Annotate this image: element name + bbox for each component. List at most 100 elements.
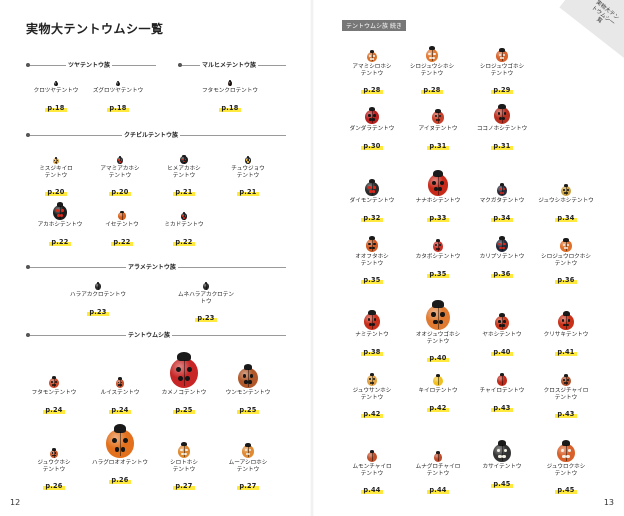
species-name: ミカドテントウ	[164, 222, 204, 228]
ladybug-illustration	[180, 212, 188, 220]
section-header-maruhime: マルヒメテントウ族	[178, 60, 286, 70]
species-page-ref[interactable]: p.40	[427, 354, 449, 363]
species-page-ref[interactable]: p.30	[361, 141, 383, 150]
species-entry: チュウジョウ テントウ p.21	[218, 150, 278, 198]
species-page-ref[interactable]: p.18	[107, 103, 129, 112]
species-page-ref[interactable]: p.24	[109, 405, 131, 414]
book-gutter	[310, 0, 314, 516]
species-entry: ジュウサンホシ テントウ p.42	[342, 364, 402, 420]
species-page-ref[interactable]: p.40	[491, 347, 513, 356]
species-page-ref[interactable]: p.28	[421, 86, 443, 95]
species-name: クリサキテントウ	[543, 332, 589, 338]
species-page-ref[interactable]: p.36	[555, 276, 577, 285]
species-name: シロジュウゴホシ テントウ	[479, 64, 525, 77]
species-page-ref[interactable]: p.18	[45, 103, 67, 112]
ladybug-illustration	[366, 373, 378, 386]
species-name: カリプソテントウ	[479, 254, 525, 260]
ladybug-illustration	[496, 373, 508, 386]
section-header-tentou: テントウムシ族	[26, 330, 286, 340]
species-page-ref[interactable]: p.35	[361, 276, 383, 285]
species-name: ムーアシロホシ テントウ	[228, 460, 268, 473]
page-number-left: 12	[10, 498, 21, 507]
species-page-ref[interactable]: p.20	[109, 188, 131, 197]
species-page-ref[interactable]: p.29	[491, 86, 513, 95]
species-page-ref[interactable]: p.36	[491, 269, 513, 278]
species-entry: カメノコテントウ p.25	[154, 348, 214, 416]
species-page-ref[interactable]: p.44	[427, 486, 449, 495]
species-name: アマミアカホシ テントウ	[100, 166, 140, 179]
species-page-ref[interactable]: p.22	[111, 237, 133, 246]
ladybug-illustration	[433, 374, 443, 386]
species-page-ref[interactable]: p.42	[361, 410, 383, 419]
species-page-ref[interactable]: p.31	[427, 141, 449, 150]
species-page-ref[interactable]: p.25	[173, 405, 195, 414]
ladybug-illustration	[561, 374, 571, 386]
species-page-ref[interactable]: p.27	[173, 482, 195, 491]
species-page-ref[interactable]: p.35	[427, 269, 449, 278]
species-page-ref[interactable]: p.22	[49, 237, 71, 246]
ladybug-illustration	[432, 109, 444, 124]
page-title: 実物大テントウムシ一覧	[26, 22, 164, 36]
species-name: キイロテントウ	[418, 388, 458, 394]
species-page-ref[interactable]: p.26	[43, 482, 65, 491]
species-page-ref[interactable]: p.23	[87, 307, 109, 316]
species-page-ref[interactable]: p.45	[555, 486, 577, 495]
ladybug-illustration	[427, 170, 449, 196]
species-page-ref[interactable]: p.41	[555, 347, 577, 356]
species-page-ref[interactable]: p.25	[237, 405, 259, 414]
ladybug-illustration	[52, 202, 68, 220]
species-name: マクガタテントウ	[479, 198, 525, 204]
species-entry: シロジュウシホシ テントウ p.28	[402, 40, 462, 96]
species-entry: ココノホシテントウ p.31	[472, 102, 532, 152]
species-page-ref[interactable]: p.18	[219, 103, 241, 112]
ladybug-illustration	[561, 184, 571, 196]
species-page-ref[interactable]: p.38	[361, 347, 383, 356]
species-name: ダイモンテントウ	[349, 198, 395, 204]
species-name: アマミシロホシ テントウ	[352, 64, 392, 77]
species-entry: ムモンチャイロ テントウ p.44	[342, 428, 402, 496]
species-entry: オオフタホシ テントウ p.35	[342, 230, 402, 286]
species-page-ref[interactable]: p.42	[427, 403, 449, 412]
ladybug-illustration	[432, 239, 444, 252]
species-page-ref[interactable]: p.33	[427, 213, 449, 222]
species-name: チュウジョウ テントウ	[231, 166, 265, 179]
species-entry: ヤホシテントウ p.40	[472, 296, 532, 358]
species-page-ref[interactable]: p.22	[173, 237, 195, 246]
ladybug-illustration	[244, 156, 252, 164]
species-page-ref[interactable]: p.43	[491, 403, 513, 412]
species-name: ムナグロチャイロ テントウ	[415, 464, 461, 477]
species-page-ref[interactable]: p.32	[361, 213, 383, 222]
ladybug-illustration	[242, 443, 254, 458]
species-entry: ミカドテントウ p.22	[154, 198, 214, 248]
species-page-ref[interactable]: p.28	[361, 86, 383, 95]
species-page-ref[interactable]: p.34	[491, 213, 513, 222]
ladybug-illustration	[433, 451, 443, 462]
species-entry: キイロテントウ p.42	[408, 364, 468, 414]
species-entry: クリサキテントウ p.41	[536, 296, 596, 358]
species-page-ref[interactable]: p.34	[555, 213, 577, 222]
ladybug-illustration	[364, 310, 380, 330]
species-entry: フタモンクロテントウ p.18	[200, 78, 260, 114]
species-entry: ジュウシホシテントウ p.34	[536, 168, 596, 224]
species-page-ref[interactable]: p.21	[237, 188, 259, 197]
species-page-ref[interactable]: p.31	[491, 141, 513, 150]
ladybug-illustration	[116, 81, 120, 86]
species-page-ref[interactable]: p.21	[173, 188, 195, 197]
species-page-ref[interactable]: p.43	[555, 410, 577, 419]
species-page-ref[interactable]: p.27	[237, 482, 259, 491]
species-entry: カサイテントウ p.45	[472, 428, 532, 490]
species-entry: イセテントウ p.22	[92, 198, 152, 248]
species-entry: マクガタテントウ p.34	[472, 168, 532, 224]
species-page-ref[interactable]: p.23	[195, 314, 217, 323]
species-page-ref[interactable]: p.26	[109, 475, 131, 484]
species-entry: ダンダラテントウ p.30	[342, 102, 402, 152]
species-name: ジュウサンホシ テントウ	[352, 388, 392, 401]
species-page-ref[interactable]: p.45	[491, 479, 513, 488]
species-entry: クロスジチャイロ テントウ p.43	[536, 364, 596, 420]
ladybug-illustration	[94, 282, 102, 290]
species-page-ref[interactable]: p.44	[361, 486, 383, 495]
species-page-ref[interactable]: p.24	[43, 405, 65, 414]
species-entry: アマミシロホシ テントウ p.28	[342, 40, 402, 96]
ladybug-illustration	[180, 155, 188, 164]
species-page-ref[interactable]: p.20	[45, 188, 67, 197]
